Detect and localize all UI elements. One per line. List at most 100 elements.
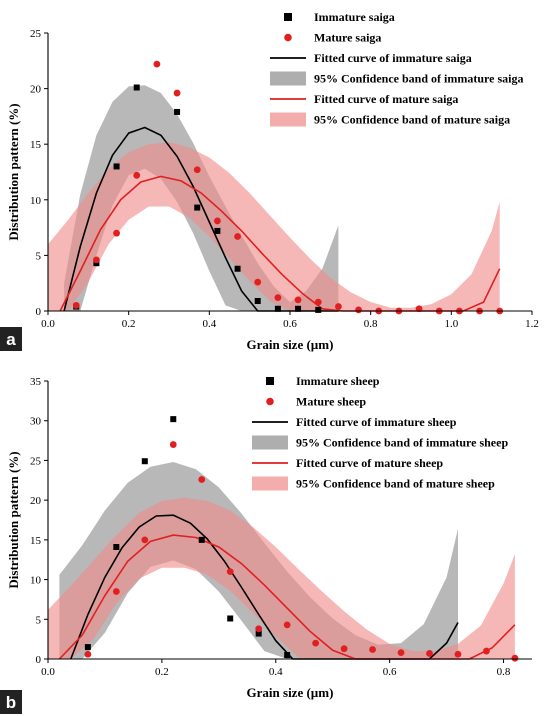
y-axis-title: Distribution pattern (%)	[6, 103, 21, 240]
data-point-circle	[511, 654, 519, 662]
x-tick-label: 0.4	[202, 318, 216, 330]
y-tick-label: 5	[36, 614, 42, 626]
data-point-circle	[198, 476, 206, 483]
x-tick-label: 0.8	[497, 666, 511, 678]
data-point-circle	[274, 294, 282, 302]
data-point-circle	[93, 256, 100, 264]
data-point-circle	[214, 217, 221, 225]
y-tick-label: 35	[30, 376, 42, 388]
chart-panel-b: 0.0 0.2 0.4 0.6 0.8 0 5 10 15 20 25 30 35 Immature s…	[0, 374, 532, 714]
y-tick-label: 15	[30, 535, 42, 547]
legend-label: 95% Confidence band of immature sheep	[296, 436, 508, 450]
data-point-square	[170, 416, 177, 423]
y-tick-label: 5	[36, 250, 42, 262]
legend-label: Immature saiga	[314, 10, 395, 24]
data-point-circle	[483, 647, 490, 655]
legend-label: Fitted curve of mature saiga	[314, 92, 458, 106]
x-tick-label: 0.4	[269, 666, 283, 678]
legend-symbol-band	[252, 435, 288, 450]
x-axis-title: Grain size (µm)	[247, 685, 334, 700]
data-point-circle	[312, 639, 320, 647]
panel-label-box	[0, 690, 22, 714]
data-point-circle	[112, 588, 120, 595]
legend-label: 95% Confidence band of mature sheep	[296, 477, 495, 491]
y-tick-label: 15	[30, 139, 42, 151]
y-tick-label: 10	[30, 195, 42, 207]
data-point-square	[133, 84, 140, 91]
data-points	[72, 60, 504, 315]
legend: Immature sheep Mature sheep Fitted curve o…	[252, 374, 508, 491]
y-tick-label: 0	[36, 306, 42, 318]
data-point-circle	[84, 650, 92, 658]
data-point-circle	[133, 171, 141, 179]
data-point-circle	[226, 568, 234, 576]
x-tick-label: 0.6	[383, 666, 397, 678]
y-tick-label: 10	[30, 575, 42, 587]
panel-label: b	[6, 693, 16, 712]
y-tick-label: 0	[36, 654, 42, 666]
data-point-square	[174, 108, 181, 115]
data-point-circle	[234, 233, 241, 240]
x-tick-label: 0.0	[41, 666, 55, 678]
data-point-circle	[340, 645, 348, 653]
data-point-square	[295, 305, 302, 312]
x-tick-label: 0.6	[283, 318, 297, 330]
axes: 0.0 0.2 0.4 0.6 0.8 0 5 10 15 20 25 30 35	[30, 376, 532, 678]
data-point-square	[113, 163, 120, 170]
confidence-band	[48, 142, 500, 311]
data-point-square	[113, 544, 120, 551]
data-point-circle	[193, 166, 201, 174]
data-point-square	[141, 458, 148, 465]
data-point-circle	[169, 441, 177, 448]
legend-symbol-square	[266, 377, 274, 385]
data-point-square	[227, 615, 234, 622]
data-point-square	[198, 536, 205, 543]
y-axis-title: Distribution pattern (%)	[6, 451, 21, 588]
legend-label: Fitted curve of immature saiga	[314, 51, 472, 65]
data-point-circle	[426, 650, 433, 657]
data-point-square	[255, 630, 262, 637]
legend-symbol-band	[270, 71, 306, 86]
x-tick-label: 0.8	[364, 318, 378, 330]
panel-label: a	[6, 330, 16, 349]
data-point-square	[315, 306, 322, 313]
y-tick-label: 30	[30, 416, 42, 428]
data-point-square	[284, 652, 291, 659]
data-point-circle	[369, 646, 376, 653]
data-point-circle	[254, 278, 262, 286]
y-tick-label: 25	[30, 28, 42, 40]
legend-label: Mature sheep	[296, 395, 366, 409]
legend-label: Fitted curve of immature sheep	[296, 415, 457, 429]
data-point-circle	[314, 298, 322, 306]
x-tick-label: 1.0	[444, 318, 458, 330]
data-point-square	[254, 297, 261, 304]
data-point-square	[84, 644, 91, 651]
data-point-square	[194, 204, 201, 211]
x-tick-label: 0.2	[122, 318, 136, 330]
x-axis-title: Grain size (µm)	[247, 337, 334, 352]
data-point-circle	[113, 229, 120, 237]
data-point-circle	[355, 306, 362, 314]
data-points	[84, 416, 519, 662]
data-point-square	[214, 227, 221, 234]
y-tick-label: 20	[30, 84, 42, 96]
legend-label: 95% Confidence band of immature saiga	[314, 72, 523, 86]
data-point-circle	[173, 89, 181, 97]
legend-label: 95% Confidence band of mature saiga	[314, 113, 510, 127]
x-tick-label: 0.2	[155, 666, 169, 678]
panel-label-box	[0, 327, 22, 351]
legend-symbol-square	[284, 13, 292, 21]
legend-symbol-circle	[266, 397, 274, 406]
chart-panel-a: 0.0 0.2 0.4 0.6 0.8 1.0 1.2 0 5 10 15 20 25 Immature…	[0, 10, 539, 352]
data-point-circle	[255, 625, 263, 633]
legend-label: Immature sheep	[296, 374, 380, 388]
data-point-circle	[153, 60, 161, 68]
data-point-circle	[335, 303, 342, 310]
legend: Immature saiga Mature saiga Fitted curve o…	[270, 10, 523, 127]
data-point-circle	[397, 649, 405, 657]
legend-symbol-band	[270, 112, 306, 127]
legend-symbol-circle	[284, 33, 292, 42]
axes: 0.0 0.2 0.4 0.6 0.8 1.0 1.2 0 5 10 15 20 25	[30, 28, 539, 330]
y-tick-label: 20	[30, 495, 42, 507]
